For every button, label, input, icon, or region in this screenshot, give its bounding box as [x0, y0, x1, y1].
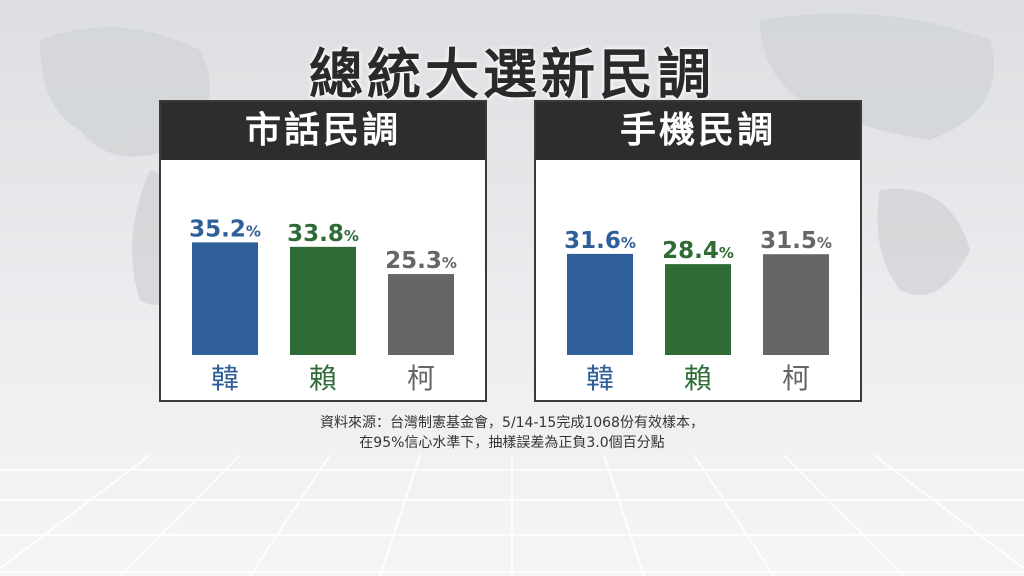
category-label-landline-0: 韓: [211, 362, 239, 395]
source-note-line-1: 資料來源：台灣制憲基金會，5/14-15完成1068份有效樣本，: [320, 415, 704, 431]
bar-mobile-2: [763, 254, 829, 355]
value-label-landline-2: 25.3%: [385, 248, 457, 274]
value-label-mobile-2: 31.5%: [760, 228, 832, 254]
category-label-mobile-1: 賴: [684, 362, 712, 395]
landline-poll-chart: 35.2% 韓 33.8% 賴 25.3% 柯: [189, 216, 457, 395]
bar-landline-0: [192, 242, 258, 355]
floor-grid: [0, 454, 1024, 576]
mobile-poll-panel: 手機民調 31.6% 韓 28.4% 賴 31.5% 柯: [534, 100, 862, 402]
bar-mobile-0: [567, 253, 633, 355]
bar-landline-1: [290, 246, 356, 355]
bar-landline-2: [388, 274, 454, 355]
landline-poll-header: 市話民調: [161, 102, 485, 160]
category-label-landline-1: 賴: [309, 362, 337, 395]
value-label-landline-1: 33.8%: [287, 221, 359, 247]
mobile-poll-header: 手機民調: [536, 102, 860, 160]
category-label-landline-2: 柯: [407, 362, 435, 395]
main-title: 總統大選新民調: [309, 43, 715, 106]
landline-poll-panel: 市話民調 35.2% 韓 33.8% 賴 25.3% 柯: [159, 100, 487, 402]
bar-mobile-1: [665, 264, 731, 355]
value-label-mobile-0: 31.6%: [564, 228, 636, 254]
value-label-landline-0: 35.2%: [189, 216, 261, 242]
value-label-mobile-1: 28.4%: [662, 238, 734, 264]
category-label-mobile-0: 韓: [586, 362, 614, 395]
category-label-mobile-2: 柯: [782, 362, 810, 395]
source-note-line-2: 在95%信心水準下，抽樣誤差為正負3.0個百分點: [359, 435, 665, 451]
mobile-poll-chart: 31.6% 韓 28.4% 賴 31.5% 柯: [564, 228, 832, 395]
